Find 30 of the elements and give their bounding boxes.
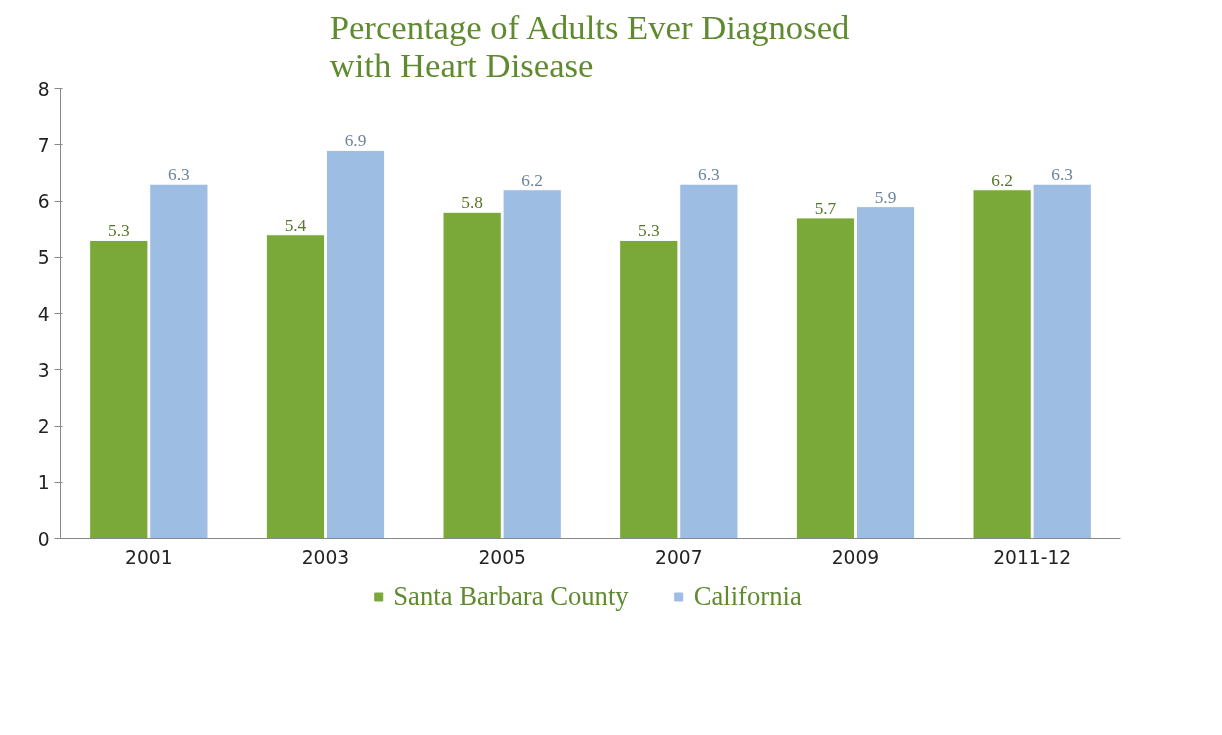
- y-tick-label: 3: [37, 359, 50, 381]
- y-tick-label: 4: [37, 303, 50, 325]
- data-label: 5.3: [107, 221, 130, 241]
- data-label: 6.3: [168, 165, 190, 185]
- data-label: 5.8: [461, 193, 483, 213]
- y-tick-label: 5: [37, 247, 50, 269]
- data-label: 6.9: [344, 131, 367, 151]
- x-tick-label: 2007: [655, 546, 703, 568]
- y-tick-label: 2: [37, 416, 50, 437]
- data-label: 6.3: [1051, 165, 1074, 185]
- data-label: 6.2: [521, 170, 544, 190]
- y-tick-label: 1: [37, 472, 50, 494]
- data-label: 6.2: [991, 170, 1013, 190]
- chart-title: Percentage of Adults Ever Diagnosed with Heart Disease: [329, 7, 850, 84]
- x-tick-label: 2011-12: [993, 546, 1072, 568]
- x-tick-label: 2001: [125, 546, 173, 568]
- data-label: 5.9: [874, 187, 897, 207]
- x-tick-label: 2009: [831, 546, 880, 568]
- x-tick-label: 2003: [301, 546, 350, 568]
- y-tick-label: 8: [37, 78, 50, 100]
- data-label: 5.7: [814, 198, 837, 218]
- legend-label: California: [693, 580, 802, 612]
- y-tick-label: 0: [37, 528, 50, 550]
- legend-label: Santa Barbara County: [393, 580, 629, 612]
- data-label: 5.3: [637, 221, 660, 241]
- y-tick-label: 7: [37, 134, 50, 156]
- data-label: 6.3: [698, 165, 720, 185]
- y-tick-label: 6: [37, 191, 50, 212]
- data-label: 5.4: [284, 215, 307, 235]
- x-tick-label: 2005: [478, 546, 526, 568]
